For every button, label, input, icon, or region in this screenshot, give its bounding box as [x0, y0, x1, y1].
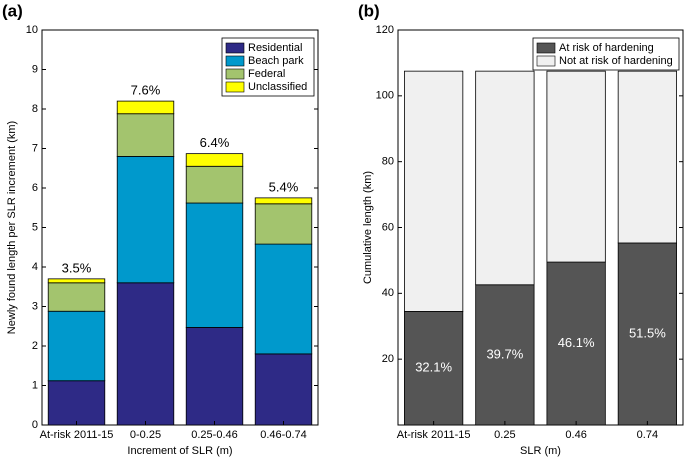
bar-segment — [185, 202, 244, 328]
y-axis-label: Cumulative length (km) — [362, 171, 374, 284]
legend-label: Residential — [248, 42, 302, 54]
share-label: 51.5% — [629, 325, 666, 340]
legend-swatch — [225, 68, 245, 80]
bar-segment — [185, 327, 244, 426]
x-tick-label: 0.25 — [494, 429, 515, 441]
bar-segment — [254, 203, 313, 245]
bar-segment — [475, 284, 535, 426]
y-tick-label: 80 — [382, 156, 394, 168]
legend-swatch — [536, 55, 556, 67]
legend-label: Not at risk of hardening — [559, 55, 673, 67]
y-tick-label: 6 — [32, 182, 38, 194]
x-axis-label: SLR (m) — [520, 445, 561, 457]
bar-segment — [116, 155, 175, 284]
total-label: 3.5% — [62, 260, 92, 275]
bar-segment — [404, 70, 464, 312]
panel-label: (a) — [2, 1, 23, 20]
panel-label: (b) — [358, 1, 380, 20]
x-tick-label: 0.25-0.46 — [191, 429, 237, 441]
x-tick-label: 0.46 — [565, 429, 586, 441]
x-tick-label: 0.74 — [637, 429, 658, 441]
legend-swatch — [225, 81, 245, 93]
legend-label: Unclassified — [248, 81, 307, 93]
y-tick-label: 60 — [382, 221, 394, 233]
y-tick-label: 4 — [32, 261, 38, 273]
y-tick-label: 40 — [382, 287, 394, 299]
bar-segment — [116, 282, 175, 426]
bar-segment — [254, 197, 313, 205]
y-tick-label: 20 — [382, 353, 394, 365]
x-axis-label: Increment of SLR (m) — [127, 445, 232, 457]
share-label: 39.7% — [486, 346, 523, 361]
bar-segment — [47, 380, 106, 426]
y-tick-label: 5 — [32, 221, 38, 233]
legend-label: Federal — [248, 68, 285, 80]
bar-segment — [185, 153, 244, 167]
y-tick-label: 100 — [376, 90, 394, 102]
bar-segment — [546, 261, 606, 426]
y-tick-label: 0 — [32, 419, 38, 431]
y-tick-label: 7 — [32, 142, 38, 154]
y-tick-label: 2 — [32, 340, 38, 352]
legend-swatch — [225, 55, 245, 67]
share-label: 46.1% — [558, 335, 595, 350]
y-tick-label: 3 — [32, 300, 38, 312]
legend-label: At risk of hardening — [559, 42, 654, 54]
y-tick-label: 9 — [32, 63, 38, 75]
y-tick-label: 120 — [376, 24, 394, 36]
bar-segment — [404, 311, 464, 426]
legend-label: Beach park — [248, 55, 304, 67]
bar-segment — [546, 70, 606, 263]
legend-swatch — [536, 42, 556, 54]
x-tick-label: At-risk 2011-15 — [40, 429, 114, 441]
bar-segment — [116, 100, 175, 115]
legend-box — [532, 37, 680, 71]
total-label: 5.4% — [269, 179, 299, 194]
x-tick-label: 0-0.25 — [130, 429, 161, 441]
y-tick-label: 10 — [26, 24, 38, 36]
y-tick-label: 1 — [32, 379, 38, 391]
bar-segment — [185, 165, 244, 204]
bar-segment — [116, 113, 175, 157]
bar-segment — [617, 242, 677, 426]
bar-segment — [617, 70, 677, 244]
y-axis-label: Newly found length per SLR increment (km… — [6, 121, 18, 334]
bar-segment — [254, 353, 313, 426]
bar-segment — [254, 243, 313, 355]
total-label: 6.4% — [200, 135, 230, 150]
y-tick-label: 8 — [32, 103, 38, 115]
x-tick-label: 0.46-0.74 — [260, 429, 306, 441]
total-label: 7.6% — [131, 83, 161, 98]
bar-segment — [47, 278, 106, 284]
legend-swatch — [225, 42, 245, 54]
bar-segment — [47, 310, 106, 382]
share-label: 32.1% — [415, 360, 452, 375]
bar-segment — [475, 70, 535, 286]
bar-segment — [47, 282, 106, 312]
x-tick-label: At-risk 2011-15 — [397, 429, 471, 441]
